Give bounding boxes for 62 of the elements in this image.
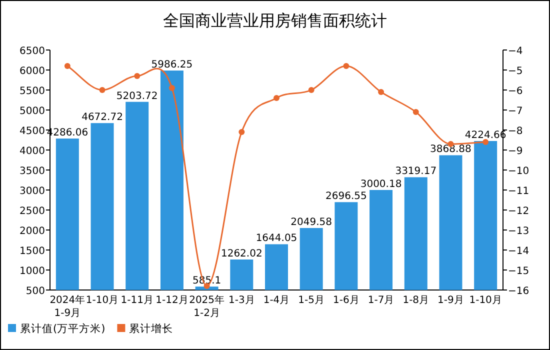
data-label: 2696.55 [326, 191, 367, 202]
y-tick-label: 4500 [20, 126, 45, 137]
y2-tick-label: −5 [508, 66, 523, 77]
x-tick-label: 1-6月 [333, 295, 360, 306]
point [64, 63, 70, 69]
data-label: 5203.72 [116, 90, 158, 102]
y2-tick-label: −15 [508, 266, 530, 277]
y2-tick-label: −8 [508, 126, 523, 137]
point [378, 89, 384, 95]
y2-tick-label: −13 [508, 226, 530, 237]
point [99, 87, 106, 93]
y-tick-label: 1000 [20, 266, 45, 277]
y-tick-label: 3000 [20, 186, 45, 197]
chart-title: 全国商业营业用房销售面积统计 [163, 11, 387, 30]
y2-tick-label: −7 [508, 106, 523, 117]
data-label: 3319.17 [395, 166, 437, 178]
legend-label: 累计值(万平方米) [20, 322, 106, 335]
y-tick-label: 5000 [20, 106, 45, 117]
data-label: 3000.18 [360, 178, 402, 190]
y2-tick-label: −10 [508, 166, 530, 177]
x-tick-label: 1-8月 [402, 295, 430, 306]
x-tick-label: 1-7月 [368, 295, 394, 306]
data-label: 3868.88 [430, 144, 472, 156]
y2-tick-label: −11 [508, 186, 530, 197]
y-tick-label: 2500 [20, 206, 45, 217]
point [274, 95, 280, 101]
data-label: 5986.25 [151, 60, 193, 71]
y2-tick-label: −6 [508, 86, 523, 97]
data-label: 1644.05 [256, 233, 298, 244]
point [168, 85, 175, 91]
x-tick-label: 2025年 1-2月 [189, 294, 225, 319]
x-tick-label: 1-10月 [86, 295, 119, 306]
y-tick-label: 6000 [20, 66, 45, 77]
data-label: 2049.58 [290, 217, 332, 228]
point [412, 109, 419, 115]
point [343, 63, 350, 69]
point [134, 73, 140, 79]
y-tick-label: 4000 [20, 146, 45, 157]
point [238, 129, 245, 135]
x-tick-label: 2024年 1-9月 [50, 294, 86, 319]
y2-tick-label: −12 [508, 206, 530, 217]
data-label: 1262.02 [220, 248, 262, 260]
x-tick-label: 1-9月 [438, 295, 464, 306]
y-tick-label: 5500 [20, 86, 45, 97]
y-tick-label: 3500 [20, 166, 45, 177]
y-tick-label: 2000 [20, 226, 45, 237]
x-tick-label: 1-12月 [156, 295, 188, 306]
y-tick-label: 500 [26, 286, 45, 297]
x-tick-label: 1-4月 [263, 295, 290, 306]
legend-label: 累计增长 [129, 322, 174, 335]
x-tick-label: 1-5月 [298, 295, 325, 306]
x-tick-label: 1-3月 [228, 295, 255, 306]
x-tick-label: 1-10月 [469, 295, 502, 306]
y2-tick-label: −16 [508, 286, 530, 297]
x-tick-label: 1-11月 [120, 295, 154, 306]
y-tick-label: 6500 [20, 46, 45, 57]
point [308, 87, 314, 93]
y2-tick-label: −14 [508, 246, 530, 257]
y-tick-label: 1500 [20, 246, 45, 257]
y2-tick-label: −4 [508, 46, 523, 57]
data-label: 4672.72 [82, 112, 123, 124]
y2-tick-label: −9 [508, 146, 523, 157]
